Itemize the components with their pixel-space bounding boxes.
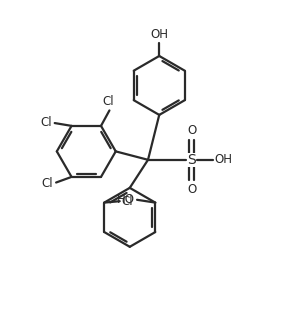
Text: Cl: Cl	[42, 177, 53, 190]
Text: Cl: Cl	[122, 195, 133, 208]
Text: O: O	[187, 124, 196, 137]
Text: HO: HO	[117, 193, 135, 206]
Text: OH: OH	[215, 153, 233, 166]
Text: OH: OH	[150, 28, 168, 41]
Text: Cl: Cl	[102, 95, 114, 108]
Text: O: O	[187, 183, 196, 196]
Text: Cl: Cl	[41, 116, 52, 129]
Text: S: S	[187, 153, 196, 167]
